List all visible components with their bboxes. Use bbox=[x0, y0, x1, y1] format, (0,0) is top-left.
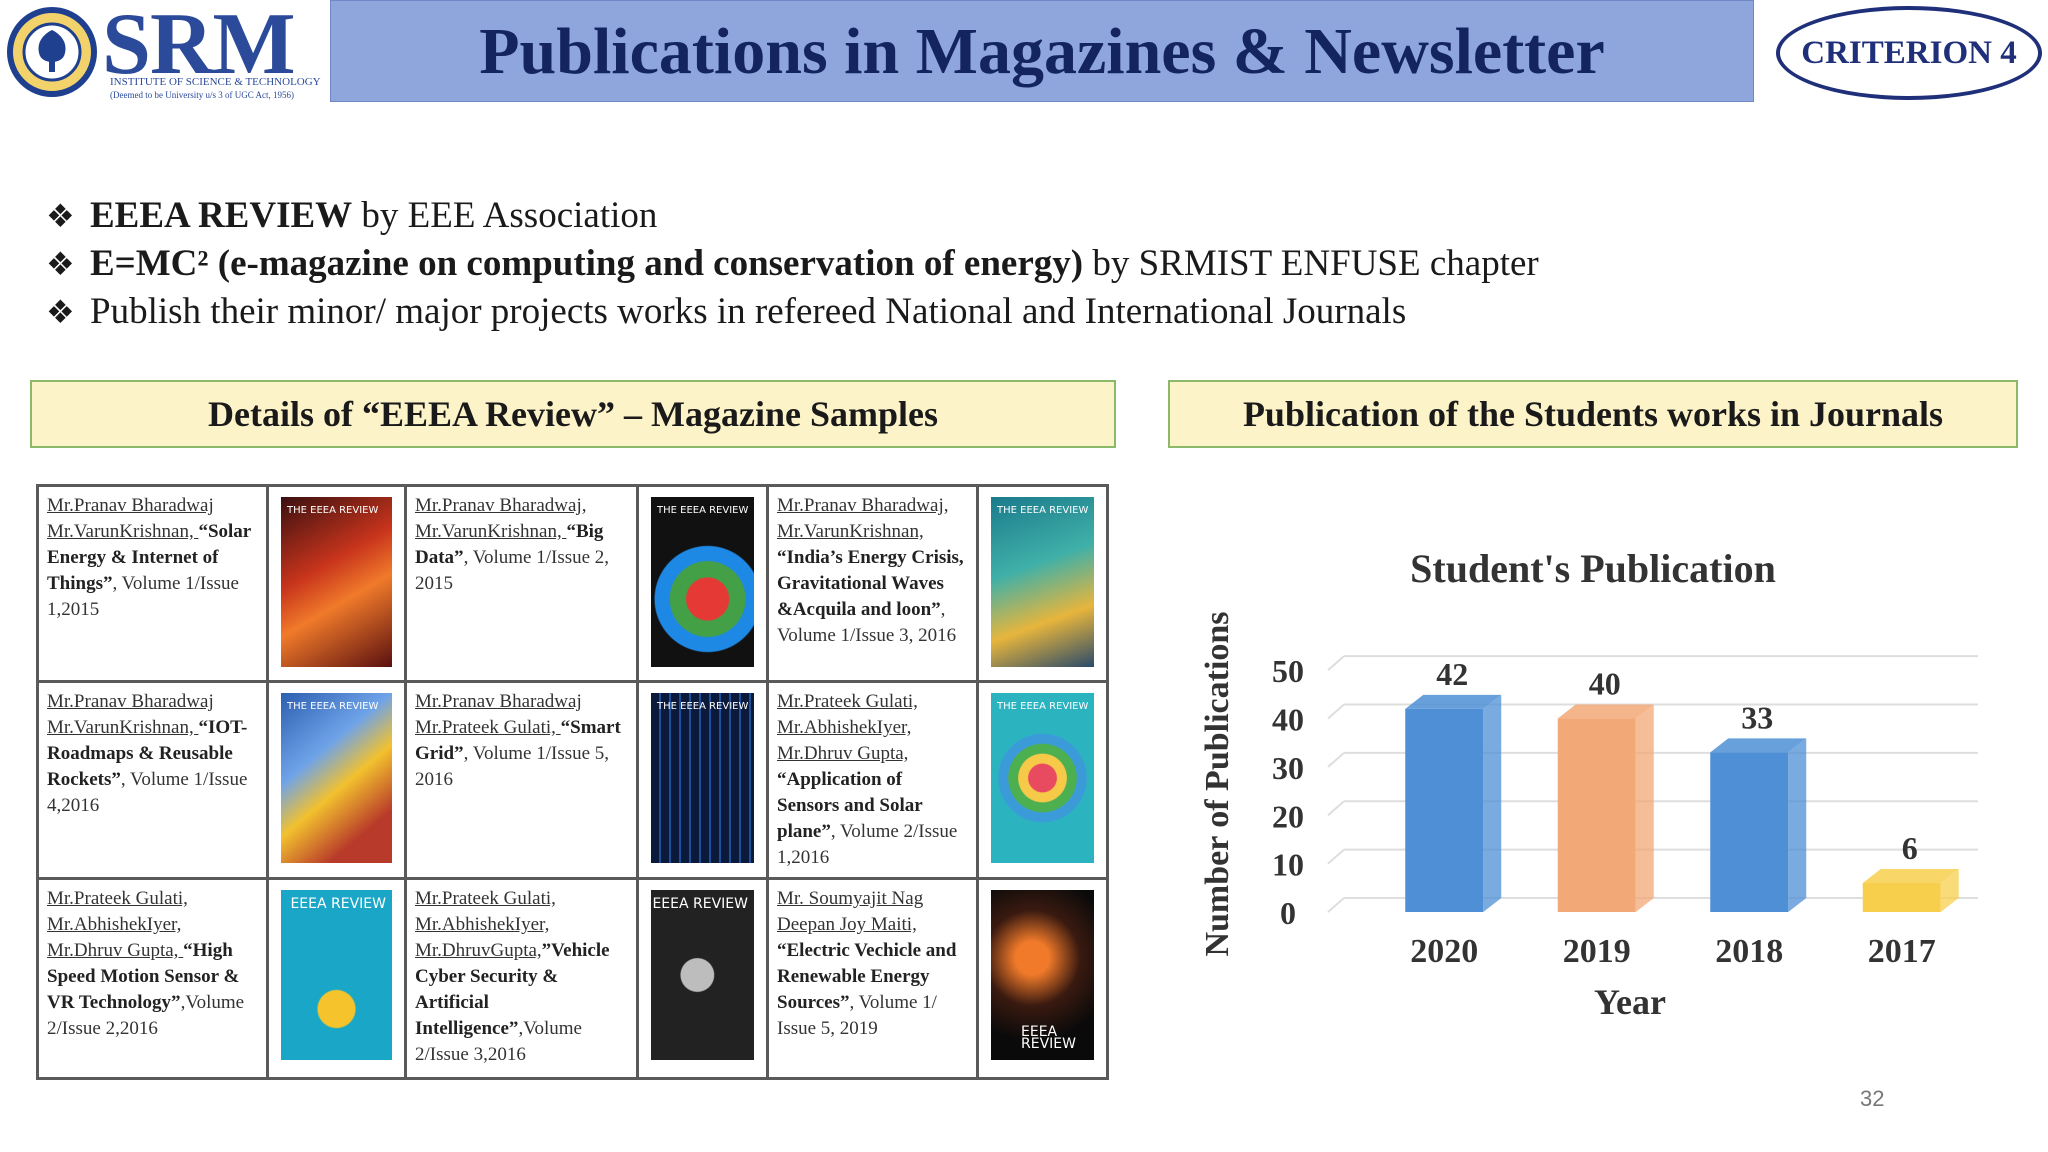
journal-publications-header: Publication of the Students works in Jou… bbox=[1168, 380, 2018, 448]
x-tick-label: 2019 bbox=[1563, 933, 1631, 970]
magazine-details-cell: Mr.Prateek Gulati, Mr.AbhishekIyer, Mr.D… bbox=[36, 877, 269, 1080]
magazine-samples-table: Mr.Pranav Bharadwaj Mr.VarunKrishnan, “S… bbox=[36, 484, 1109, 1080]
magazine-cover-cell: EEEA REVIEW bbox=[636, 877, 769, 1080]
magazine-cover-image: THE EEEA REVIEW bbox=[281, 497, 392, 667]
bar bbox=[1710, 752, 1789, 912]
bullet-item: ❖ E=MC² (e-magazine on computing and cons… bbox=[46, 240, 1539, 288]
university-emblem-icon bbox=[7, 7, 97, 97]
magazine-cover-cell: THE EEEA REVIEW bbox=[636, 484, 769, 683]
y-tick-label: 50 bbox=[1272, 653, 1304, 689]
magazine-cover-image: THE EEEA REVIEW bbox=[651, 497, 754, 667]
magazine-details-cell: Mr.Prateek Gulati, Mr.AbhishekIyer, Mr.D… bbox=[766, 680, 979, 880]
magazine-details-cell: Mr.Prateek Gulati, Mr.AbhishekIyer, Mr.D… bbox=[404, 877, 639, 1080]
criterion-label: CRITERION 4 bbox=[1801, 35, 2017, 71]
magazine-cover-image: THE EEEA REVIEW bbox=[991, 693, 1094, 863]
diamond-bullet-icon: ❖ bbox=[46, 198, 75, 234]
magazine-cover-cell: EEEA REVIEW bbox=[266, 877, 407, 1080]
y-tick-label: 20 bbox=[1272, 798, 1304, 834]
students-publication-chart: Student's Publication 0 10 20 30 40 50 42 2020 40… bbox=[1199, 546, 1978, 1022]
magazine-cover-cell: EEEA REVIEW bbox=[976, 877, 1109, 1080]
bullet-bold: E=MC² (e-magazine on computing and conse… bbox=[90, 243, 1084, 284]
magazine-cover-image: EEEA REVIEW bbox=[651, 890, 754, 1060]
y-tick-label: 10 bbox=[1272, 847, 1304, 883]
bar bbox=[1862, 882, 1941, 912]
magazine-details-cell: Mr. Soumyajit Nag Deepan Joy Maiti, “Ele… bbox=[766, 877, 979, 1080]
magazine-cover-cell: THE EEEA REVIEW bbox=[266, 484, 407, 683]
table-row: Mr.Pranav Bharadwaj Mr.VarunKrishnan, “S… bbox=[36, 484, 1109, 683]
magazine-details-cell: Mr.Pranav Bharadwaj Mr.Prateek Gulati, “… bbox=[404, 680, 639, 880]
magazine-cover-image: EEEA REVIEW bbox=[281, 890, 392, 1060]
data-label: 33 bbox=[1741, 699, 1773, 735]
magazine-cover-image: THE EEEA REVIEW bbox=[651, 693, 754, 863]
gridline bbox=[1327, 655, 1345, 671]
page-number: 32 bbox=[1860, 1086, 1885, 1111]
bar-top bbox=[1710, 738, 1807, 753]
diamond-bullet-icon: ❖ bbox=[46, 246, 75, 282]
logo-tagline: (Deemed to be University u/s 3 of UGC Ac… bbox=[110, 90, 294, 100]
data-label: 40 bbox=[1589, 666, 1621, 702]
bullet-list: ❖ EEEA REVIEW by EEE Association ❖ E=MC² (… bbox=[46, 192, 1539, 336]
page-title: Publications in Magazines & Newsletter bbox=[479, 15, 1605, 88]
bar-side bbox=[1635, 704, 1654, 912]
magazine-samples-header: Details of “EEEA Review” – Magazine Samp… bbox=[30, 380, 1116, 448]
magazine-cover-cell: THE EEEA REVIEW bbox=[976, 484, 1109, 683]
srm-logo: SRM INSTITUTE OF SCIENCE & TECHNOLOGY (D… bbox=[6, 0, 321, 104]
bar-side bbox=[1788, 738, 1807, 912]
bullet-text: by SRMIST ENFUSE chapter bbox=[1083, 243, 1539, 284]
table-row: Mr.Prateek Gulati, Mr.AbhishekIyer, Mr.D… bbox=[36, 877, 1109, 1080]
magazine-cover-image: THE EEEA REVIEW bbox=[991, 497, 1094, 667]
magazine-details-cell: Mr.Pranav Bharadwaj, Mr.VarunKrishnan, “… bbox=[766, 484, 979, 683]
x-tick-label: 2020 bbox=[1410, 933, 1478, 970]
bullet-text: Publish their minor/ major projects work… bbox=[90, 291, 1407, 332]
y-tick-label: 0 bbox=[1280, 895, 1296, 931]
bar bbox=[1557, 718, 1636, 912]
gridline bbox=[1327, 752, 1345, 768]
bar-side bbox=[1483, 694, 1502, 912]
bar-top bbox=[1557, 704, 1654, 719]
bar-top bbox=[1405, 694, 1502, 709]
data-label: 6 bbox=[1902, 830, 1918, 866]
bullet-text: by EEE Association bbox=[352, 195, 658, 236]
y-axis-label: Number of Publications bbox=[1199, 611, 1236, 956]
magazine-details-cell: Mr.Pranav Bharadwaj, Mr.VarunKrishnan, “… bbox=[404, 484, 639, 683]
title-banner: Publications in Magazines & Newsletter bbox=[330, 0, 1754, 102]
magazine-cover-image: EEEA REVIEW bbox=[991, 890, 1094, 1060]
x-tick-label: 2017 bbox=[1868, 933, 1936, 970]
gridline bbox=[1327, 848, 1345, 865]
x-tick-label: 2018 bbox=[1715, 933, 1783, 970]
gridline bbox=[1327, 897, 1345, 913]
criterion-badge: CRITERION 4 bbox=[1776, 6, 2042, 100]
bar bbox=[1405, 708, 1484, 912]
bar-top bbox=[1862, 868, 1959, 883]
y-tick-label: 30 bbox=[1272, 750, 1304, 786]
magazine-details-cell: Mr.Pranav Bharadwaj Mr.VarunKrishnan, “I… bbox=[36, 680, 269, 880]
bar-side bbox=[1940, 868, 1959, 912]
x-axis-label: Year bbox=[1594, 982, 1666, 1022]
diamond-bullet-icon: ❖ bbox=[46, 294, 75, 330]
gridline bbox=[1327, 703, 1345, 720]
logo-subtitle: INSTITUTE OF SCIENCE & TECHNOLOGY bbox=[110, 76, 321, 88]
y-tick-label: 40 bbox=[1272, 702, 1304, 738]
bullet-item: ❖ Publish their minor/ major projects wor… bbox=[46, 288, 1539, 336]
logo-wordmark: SRM bbox=[102, 0, 296, 93]
bullet-item: ❖ EEEA REVIEW by EEE Association bbox=[46, 192, 1539, 240]
gridline bbox=[1327, 800, 1345, 817]
bullet-bold: EEEA REVIEW bbox=[90, 195, 353, 236]
data-label: 42 bbox=[1436, 656, 1468, 692]
magazine-details-cell: Mr.Pranav Bharadwaj Mr.VarunKrishnan, “S… bbox=[36, 484, 269, 683]
chart-title: Student's Publication bbox=[1410, 546, 1776, 591]
magazine-cover-image: THE EEEA REVIEW bbox=[281, 693, 392, 863]
magazine-cover-cell: THE EEEA REVIEW bbox=[636, 680, 769, 880]
table-row: Mr.Pranav Bharadwaj Mr.VarunKrishnan, “I… bbox=[36, 680, 1109, 880]
magazine-cover-cell: THE EEEA REVIEW bbox=[976, 680, 1109, 880]
magazine-cover-cell: THE EEEA REVIEW bbox=[266, 680, 407, 880]
